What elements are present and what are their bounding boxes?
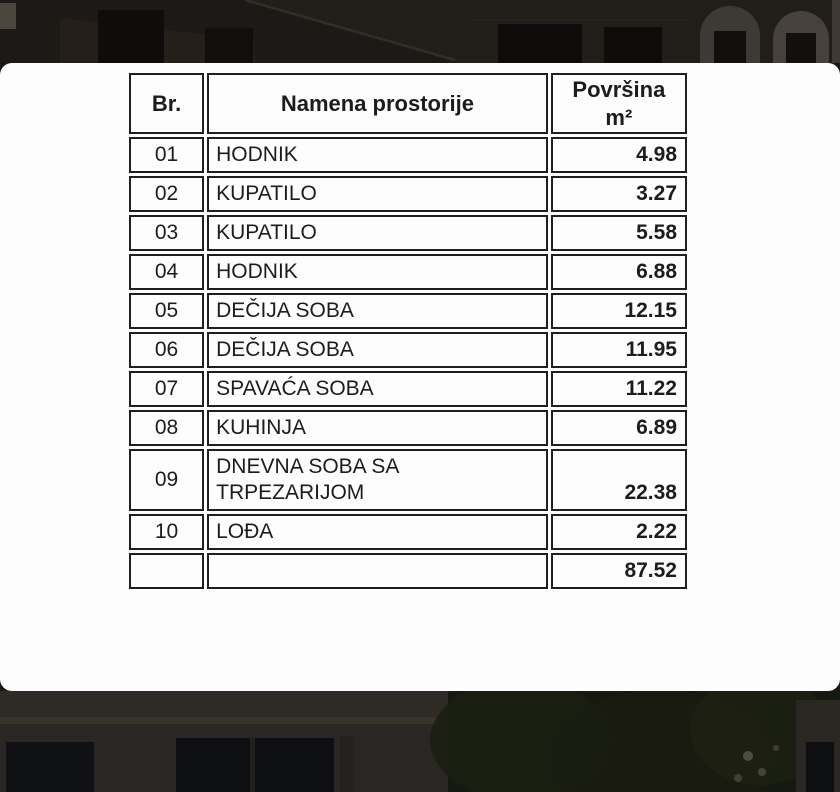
total-name-cell [207,553,548,589]
background-trees [430,675,840,792]
total-area-cell: 87.52 [550,553,687,589]
room-area-cell: 6.89 [550,410,687,446]
row-number-cell: 08 [129,410,205,446]
table-row: 01 HODNIK 4.98 [129,137,687,173]
table-body: 01 HODNIK 4.98 02 KUPATILO 3.27 03 KUPAT… [129,137,687,589]
room-name-cell: DEČIJA SOBA [207,293,548,329]
background-building-bottom [0,675,840,792]
room-area-cell: 2.22 [550,514,687,550]
room-name-cell: DEČIJA SOBA [207,332,548,368]
total-number-cell [129,553,205,589]
row-number-cell: 09 [129,449,205,511]
room-area-cell: 22.38 [550,449,687,511]
header-area: Površina m² [550,73,687,134]
table-row: 02 KUPATILO 3.27 [129,176,687,212]
room-area-cell: 3.27 [550,176,687,212]
room-area-cell: 5.58 [550,215,687,251]
room-name-cell: KUHINJA [207,410,548,446]
row-number-cell: 04 [129,254,205,290]
table-row: 09 DNEVNA SOBA SA TRPEZARIJOM 22.38 [129,449,687,511]
room-area-cell: 11.22 [550,371,687,407]
room-area-cell: 11.95 [550,332,687,368]
header-area-label: Površina [572,77,666,102]
header-area-unit: m² [605,104,633,130]
room-name-cell: HODNIK [207,137,548,173]
table-row: 07 SPAVAĆA SOBA 11.22 [129,371,687,407]
room-area-table: Br. Namena prostorije Površina m² 01 HOD… [126,70,690,592]
background-building-top [0,0,840,63]
header-room-name: Namena prostorije [207,73,548,134]
room-name-cell: KUPATILO [207,176,548,212]
header-br: Br. [129,73,205,134]
room-name-cell: KUPATILO [207,215,548,251]
table-row: 06 DEČIJA SOBA 11.95 [129,332,687,368]
table-row: 08 KUHINJA 6.89 [129,410,687,446]
row-number-cell: 02 [129,176,205,212]
room-name-cell: SPAVAĆA SOBA [207,371,548,407]
total-row: 87.52 [129,553,687,589]
row-number-cell: 10 [129,514,205,550]
table-row: 10 LOĐA 2.22 [129,514,687,550]
room-name-cell: HODNIK [207,254,548,290]
row-number-cell: 07 [129,371,205,407]
room-name-cell: LOĐA [207,514,548,550]
table-row: 05 DEČIJA SOBA 12.15 [129,293,687,329]
row-number-cell: 03 [129,215,205,251]
header-row: Br. Namena prostorije Površina m² [129,73,687,134]
row-number-cell: 06 [129,332,205,368]
row-number-cell: 05 [129,293,205,329]
room-area-cell: 4.98 [550,137,687,173]
row-number-cell: 01 [129,137,205,173]
table-row: 04 HODNIK 6.88 [129,254,687,290]
room-area-cell: 12.15 [550,293,687,329]
room-area-cell: 6.88 [550,254,687,290]
table-row: 03 KUPATILO 5.58 [129,215,687,251]
room-name-cell: DNEVNA SOBA SA TRPEZARIJOM [207,449,548,511]
table-header: Br. Namena prostorije Površina m² [129,73,687,134]
floor-plan-table-panel: Br. Namena prostorije Površina m² 01 HOD… [0,63,840,691]
